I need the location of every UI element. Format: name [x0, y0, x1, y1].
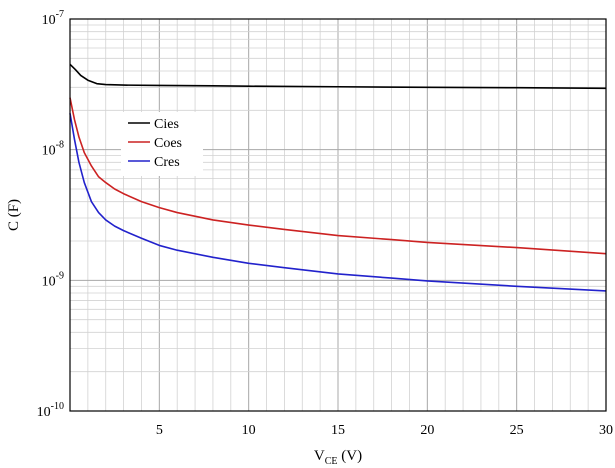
series-line-cies [69, 63, 607, 90]
grid [70, 19, 606, 411]
y-tick-label: 10-9 [42, 270, 64, 289]
legend-label-cies: Cies [154, 117, 179, 132]
x-tick-label: 30 [599, 423, 613, 438]
x-axis-label: VCE (V) [314, 448, 362, 467]
y-tick-label: 10-10 [37, 401, 64, 420]
x-axis-label-suffix: (V) [338, 448, 363, 464]
plot-frame [69, 18, 607, 412]
series-line-coes [69, 97, 607, 255]
legend-label-coes: Coes [154, 136, 182, 151]
y-tick-label: 10-7 [42, 9, 64, 28]
x-tick-label: 20 [420, 423, 434, 438]
y-axis-label: C (F) [6, 199, 22, 231]
y-tick-label: 10-8 [42, 140, 64, 159]
x-axis-label-sub: CE [325, 456, 338, 467]
legend-label-cres: Cres [154, 155, 180, 170]
series-lines [69, 63, 607, 292]
x-tick-label: 15 [331, 423, 345, 438]
y-tick-labels: 10-7 10-8 10-9 10-10 [37, 9, 64, 420]
legend: Cies Coes Cres [121, 112, 203, 176]
x-axis-label-main: V [314, 448, 325, 464]
x-tick-label: 5 [156, 423, 163, 438]
x-tick-labels: 5 10 15 20 25 30 [156, 423, 613, 438]
series-line-cres [69, 113, 607, 292]
x-tick-label: 25 [510, 423, 524, 438]
x-tick-label: 10 [242, 423, 256, 438]
